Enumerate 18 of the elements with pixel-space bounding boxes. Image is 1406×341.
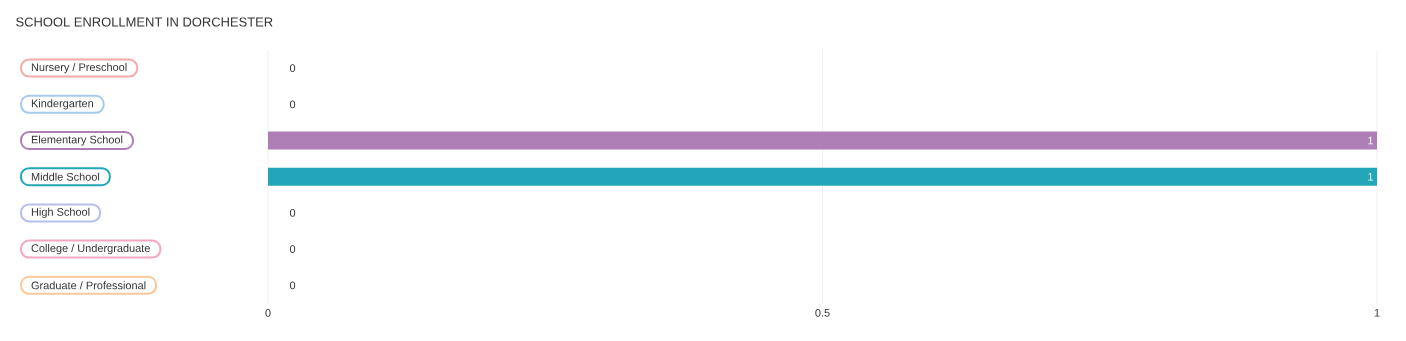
data-label: 1 — [1368, 172, 1373, 181]
data-label: 0 — [289, 100, 296, 109]
data-label: 0 — [289, 281, 296, 290]
x-tick-label: 1 — [1374, 308, 1380, 317]
data-label: 1 — [1368, 136, 1373, 145]
y-tick-label: Graduate / Professional — [31, 281, 146, 290]
x-tick-label: 0 — [265, 308, 271, 317]
data-label: 0 — [289, 64, 296, 72]
y-tick-label: Kindergarten — [31, 99, 94, 110]
y-tick-label: Elementary School — [31, 135, 123, 146]
text: SCHOOL ENROLLMENT IN DORCHESTER — [16, 17, 273, 27]
y-tick-label: High School — [31, 207, 90, 218]
x-tick-label: 0.5 — [815, 308, 830, 317]
y-tick-label: Nursery / Preschool — [31, 62, 127, 74]
data-label: 0 — [289, 245, 296, 253]
data-label: 0 — [289, 209, 296, 217]
y-tick-label: College / Undergraduate — [31, 243, 150, 255]
y-tick-label: Middle School — [31, 172, 100, 181]
